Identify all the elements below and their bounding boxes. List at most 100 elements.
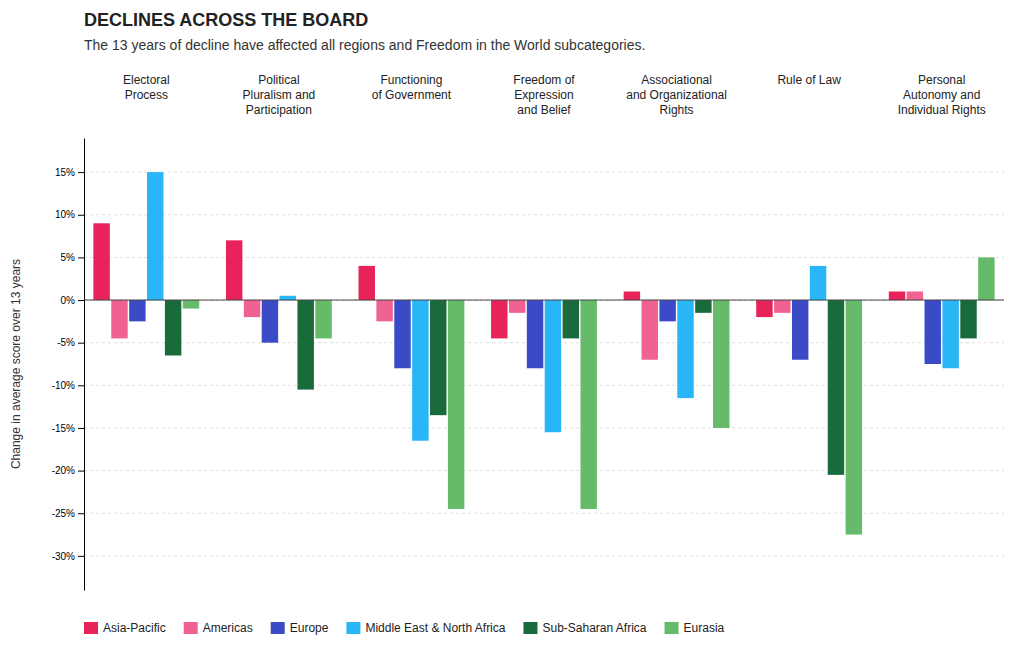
legend-label: Asia-Pacific xyxy=(103,621,166,635)
x-tick-label-line: Process xyxy=(125,88,168,102)
bar-series xyxy=(129,300,941,368)
grid-line xyxy=(84,555,1004,556)
grid xyxy=(84,172,1004,556)
title: DECLINES ACROSS THE BOARD xyxy=(84,10,368,30)
y-tick: -10% xyxy=(52,380,84,391)
x-tick: Rule of Law xyxy=(777,72,841,87)
x-tick-label-line: and Belief xyxy=(517,103,571,117)
bar xyxy=(359,266,375,300)
y-tick-mark xyxy=(78,556,84,557)
y-tick-mark xyxy=(78,343,84,344)
y-tick-label: 10% xyxy=(55,209,75,220)
y-tick-mark xyxy=(78,257,84,258)
y-tick-label: 15% xyxy=(55,167,75,178)
y-tick: -20% xyxy=(52,465,84,476)
y-tick: 15% xyxy=(55,167,84,178)
legend-swatch xyxy=(346,622,360,634)
x-tick-label-line: Functioning xyxy=(380,73,442,87)
legend-item: Middle East & North Africa xyxy=(346,621,505,635)
bar xyxy=(889,292,905,301)
legend-label: Sub-Saharan Africa xyxy=(542,621,646,635)
bar xyxy=(412,300,428,441)
y-tick-mark xyxy=(78,215,84,216)
bar xyxy=(129,300,145,321)
x-tick-label-line: of Government xyxy=(372,88,452,102)
x-tick-label-line: Freedom of xyxy=(513,73,575,87)
bar-series xyxy=(93,223,905,338)
bar xyxy=(509,300,525,313)
x-tick-label: Rule of Law xyxy=(777,73,841,87)
grid-line xyxy=(84,214,1004,215)
y-tick: -5% xyxy=(57,337,84,348)
bar xyxy=(907,292,923,301)
bar xyxy=(93,223,109,300)
bar xyxy=(491,300,507,338)
bar xyxy=(165,300,181,355)
x-tick-label-line: Personal xyxy=(918,73,965,87)
grid-line xyxy=(84,470,1004,471)
bar xyxy=(394,300,410,368)
legend-label: Middle East & North Africa xyxy=(365,621,505,635)
y-tick-mark xyxy=(78,428,84,429)
x-tick-label-line: Participation xyxy=(246,103,312,117)
bar xyxy=(792,300,808,360)
legend-item: Sub-Saharan Africa xyxy=(523,621,646,635)
x-tick-label-line: Rights xyxy=(660,103,694,117)
zero-line xyxy=(84,300,1004,301)
bar xyxy=(430,300,446,415)
grid-line xyxy=(84,385,1004,386)
y-tick: 10% xyxy=(55,209,84,220)
x-tick-label: Functioningof Government xyxy=(372,73,452,102)
x-tick-label-line: Expression xyxy=(514,88,573,102)
grid-line xyxy=(84,427,1004,428)
bar xyxy=(262,300,278,343)
bar xyxy=(527,300,543,368)
bar xyxy=(642,300,658,360)
x-tick-label-line: Associational xyxy=(641,73,712,87)
y-tick: -25% xyxy=(52,508,84,519)
legend-item: Eurasia xyxy=(665,621,725,635)
legend-swatch xyxy=(184,622,198,634)
grid-line xyxy=(84,300,1004,301)
x-tick-label-line: Political xyxy=(258,73,299,87)
x-tick: Functioningof Government xyxy=(372,72,452,102)
x-tick-label: PoliticalPluralism andParticipation xyxy=(243,73,316,117)
y-tick-label: 0% xyxy=(61,295,76,306)
y-tick-label: -25% xyxy=(52,508,75,519)
y-axis: -30%-25%-20%-15%-10%-5%0%5%10%15% xyxy=(52,139,85,591)
y-axis-line xyxy=(84,139,85,591)
bar xyxy=(315,300,331,338)
bar xyxy=(695,300,711,313)
bar xyxy=(774,300,790,313)
y-tick-mark xyxy=(78,300,84,301)
bar xyxy=(376,300,392,321)
bar xyxy=(756,300,772,317)
bar xyxy=(226,240,242,300)
x-tick-label: ElectoralProcess xyxy=(123,73,170,102)
y-tick-label: -30% xyxy=(52,551,75,562)
y-tick: -30% xyxy=(52,551,84,562)
y-tick-label: -10% xyxy=(52,380,75,391)
bar-series xyxy=(111,292,923,360)
bar xyxy=(183,300,199,309)
y-tick: 5% xyxy=(61,252,84,263)
x-tick-label-line: Individual Rights xyxy=(898,103,986,117)
bar xyxy=(111,300,127,338)
bar xyxy=(297,300,313,390)
bar xyxy=(713,300,729,428)
y-tick-mark xyxy=(78,172,84,173)
x-tick-label-line: Rule of Law xyxy=(777,73,841,87)
grid-line xyxy=(84,513,1004,514)
legend-swatch xyxy=(665,622,679,634)
y-tick-mark xyxy=(78,385,84,386)
bar xyxy=(828,300,844,475)
x-tick: PersonalAutonomy andIndividual Rights xyxy=(898,72,986,117)
chart: DECLINES ACROSS THE BOARDThe 13 years of… xyxy=(0,0,1024,665)
legend-item: Europe xyxy=(271,621,329,635)
bar xyxy=(810,266,826,300)
x-tick: Associationaland OrganizationalRights xyxy=(626,72,727,117)
x-tick-label: Freedom ofExpressionand Belief xyxy=(513,73,575,117)
x-axis: ElectoralProcess PoliticalPluralism andPa… xyxy=(123,72,986,117)
bar xyxy=(545,300,561,432)
bar xyxy=(280,296,296,300)
